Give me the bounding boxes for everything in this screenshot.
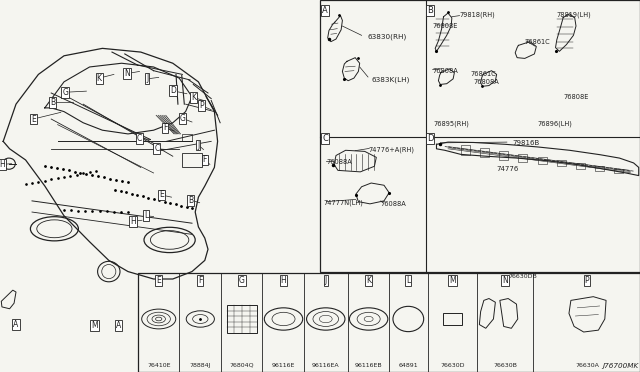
Text: K: K [97, 74, 102, 83]
Text: A: A [116, 321, 121, 330]
Text: 64891: 64891 [399, 363, 418, 368]
Bar [518, 154, 527, 162]
Text: J: J [146, 74, 148, 83]
Text: P: P [584, 276, 589, 285]
Bar [182, 134, 192, 141]
Text: 76630D: 76630D [440, 363, 465, 368]
Text: F: F [203, 155, 207, 164]
Text: 76808E: 76808E [432, 23, 458, 29]
Text: 76895(RH): 76895(RH) [434, 120, 470, 127]
Text: E: E [156, 276, 161, 285]
Text: 96116EB: 96116EB [355, 363, 383, 368]
Text: F: F [198, 276, 202, 285]
Text: L: L [406, 276, 410, 285]
Text: L: L [144, 211, 148, 220]
Bar [138, 273, 640, 372]
Text: G: G [239, 276, 245, 285]
Bar [227, 305, 257, 333]
Text: F: F [163, 124, 167, 132]
Text: 96116EA: 96116EA [312, 363, 340, 368]
Text: J: J [324, 276, 327, 285]
Bar [576, 163, 585, 169]
Text: C: C [137, 134, 142, 143]
Text: 76630DB: 76630DB [509, 273, 538, 279]
Text: A: A [13, 320, 19, 329]
Text: C: C [322, 134, 328, 143]
Text: E: E [159, 190, 164, 199]
Text: P: P [199, 101, 204, 110]
Text: M: M [449, 276, 456, 285]
Text: M: M [92, 321, 98, 330]
Text: N: N [502, 276, 508, 285]
Bar [320, 0, 640, 272]
Text: 76410E: 76410E [147, 363, 170, 368]
Text: B: B [50, 98, 55, 107]
Text: N: N [124, 69, 129, 78]
Text: 78884J: 78884J [189, 363, 211, 368]
Text: 76088A: 76088A [381, 201, 406, 207]
Text: C: C [154, 144, 159, 153]
Text: J: J [197, 141, 200, 150]
Text: A: A [323, 6, 328, 15]
Bar [461, 145, 470, 155]
Text: B: B [427, 6, 433, 15]
Text: 74776+A(RH): 74776+A(RH) [368, 146, 414, 153]
Text: 63830(RH): 63830(RH) [368, 34, 407, 41]
Bar [538, 157, 547, 164]
Bar [614, 169, 623, 173]
Bar [595, 166, 604, 171]
Text: 76088A: 76088A [326, 159, 352, 165]
Text: 79816B: 79816B [512, 140, 540, 146]
Bar [480, 148, 489, 157]
Bar [499, 151, 508, 160]
Bar [557, 160, 566, 166]
Bar [182, 153, 202, 167]
Text: H: H [281, 276, 286, 285]
Text: 76861C: 76861C [525, 39, 550, 45]
Text: 76808A: 76808A [432, 68, 458, 74]
Text: 76861C: 76861C [470, 71, 496, 77]
Text: 96116E: 96116E [272, 363, 295, 368]
Text: D: D [170, 86, 176, 95]
Text: K: K [366, 276, 371, 285]
Text: H: H [0, 160, 4, 169]
Text: 76896(LH): 76896(LH) [538, 120, 572, 127]
Text: J76700MK: J76700MK [602, 363, 639, 369]
Text: 74777N(LH): 74777N(LH) [323, 199, 363, 206]
Text: 76808E: 76808E [563, 94, 589, 100]
Text: K: K [191, 93, 196, 102]
Text: H: H [131, 217, 136, 226]
Text: B: B [188, 196, 193, 205]
Text: 76630A: 76630A [575, 363, 599, 368]
Text: 79818(RH): 79818(RH) [460, 12, 495, 18]
Text: 6383K(LH): 6383K(LH) [371, 76, 410, 83]
Text: 74776: 74776 [496, 166, 518, 172]
Bar [443, 313, 462, 324]
Text: E: E [31, 115, 36, 124]
Text: D: D [427, 134, 433, 143]
Text: G: G [62, 88, 68, 97]
Text: 76808A: 76808A [474, 79, 499, 85]
Text: 76630B: 76630B [493, 363, 517, 368]
Text: 78819(LH): 78819(LH) [557, 12, 591, 18]
Text: 76804Q: 76804Q [230, 363, 254, 368]
Text: G: G [179, 114, 186, 123]
